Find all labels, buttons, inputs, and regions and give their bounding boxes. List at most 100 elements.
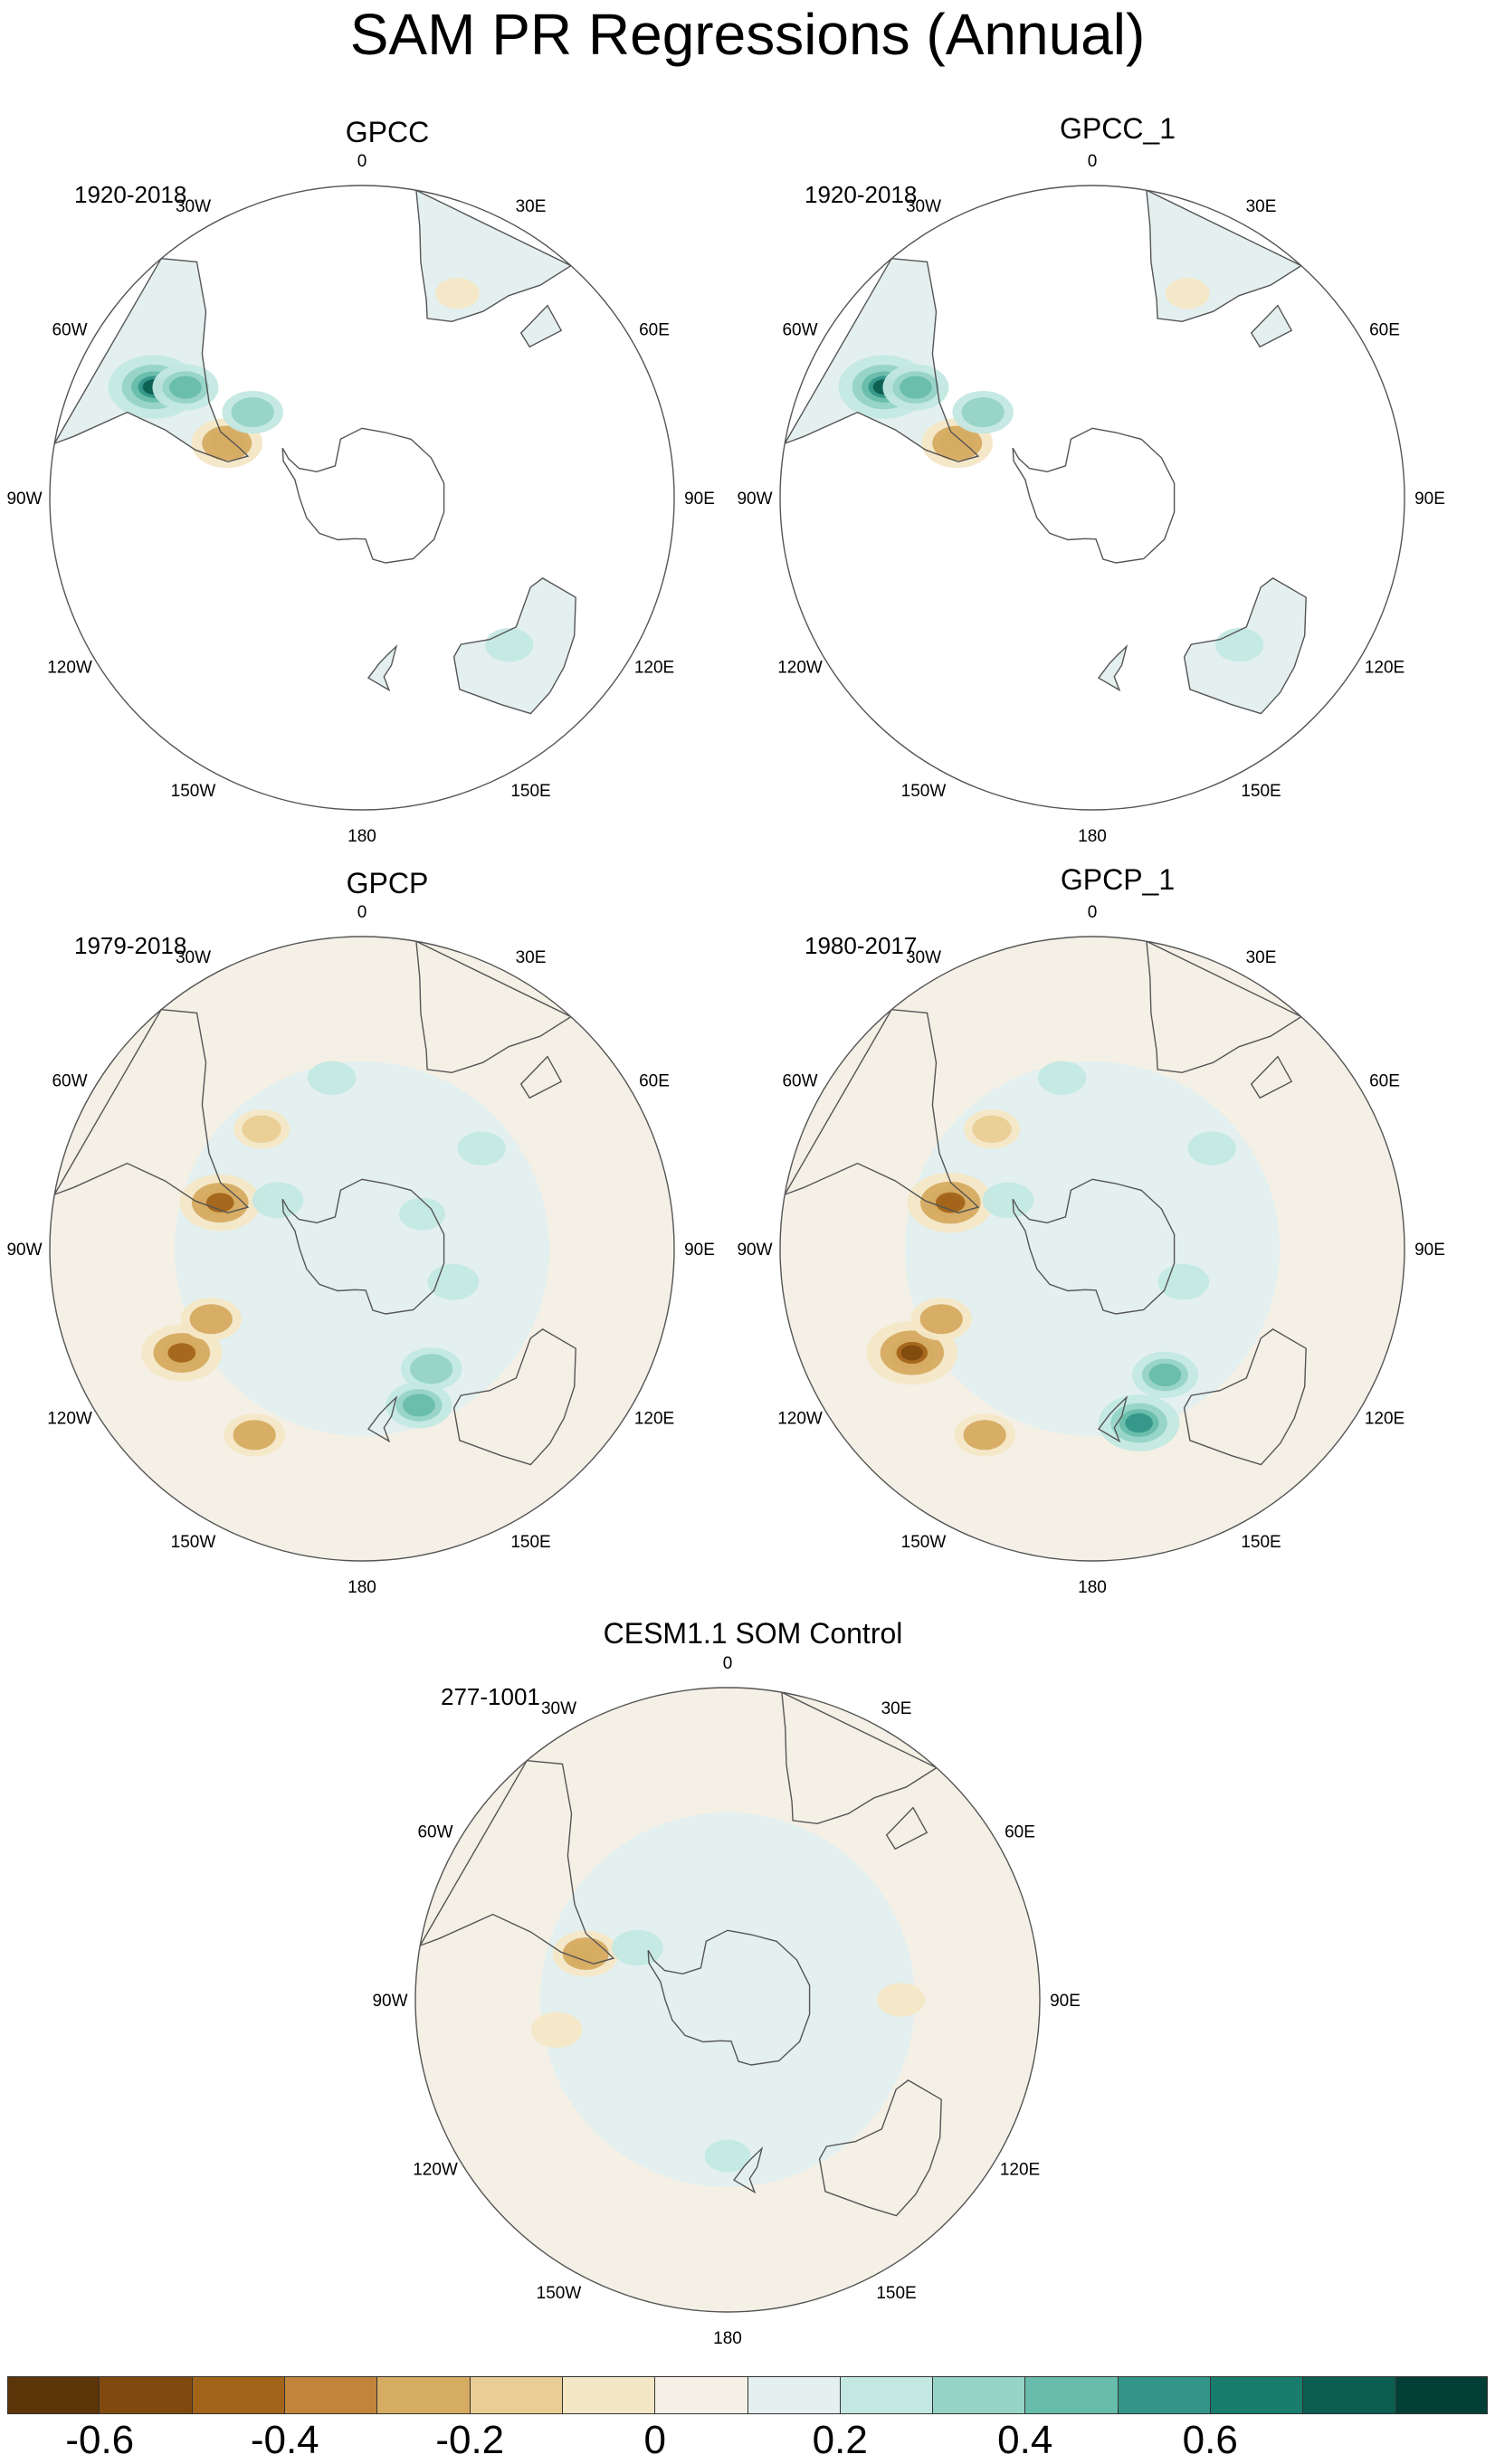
coastline	[1183, 1328, 1307, 1466]
panel-period-gpcc-1: 1920-2018	[805, 181, 918, 208]
longitude-label: 90W	[6, 490, 42, 509]
map-border	[414, 1687, 1041, 2313]
coastline	[367, 644, 398, 692]
longitude-label: 150E	[510, 1533, 550, 1552]
longitude-label: 60W	[417, 1823, 452, 1842]
anomaly-contour	[1215, 628, 1264, 662]
figure-title: SAM PR Regressions (Annual)	[349, 2, 1146, 67]
anomaly-contour	[427, 1263, 480, 1300]
anomaly-contour	[1038, 1061, 1087, 1095]
panel-title-gpcc: GPCC	[345, 116, 430, 148]
panel-period-cesm: 277-1001	[441, 1683, 540, 1710]
anomaly-contour	[1125, 1413, 1153, 1433]
longitude-label: 30W	[176, 197, 211, 216]
longitude-label: 0	[357, 903, 367, 922]
longitude-label: 90E	[684, 1241, 715, 1260]
longitude-label: 180	[1078, 1578, 1107, 1597]
anomaly-contour	[485, 628, 534, 662]
anomaly-contour	[1148, 1363, 1182, 1386]
colorbar-cell	[1395, 2376, 1488, 2414]
longitude-label: 30W	[176, 948, 211, 967]
coastline	[415, 189, 573, 323]
coastline	[52, 257, 250, 463]
colorbar-tick-label: -0.4	[250, 2418, 319, 2462]
anomaly-contour	[167, 1343, 196, 1363]
anomaly-contour	[939, 431, 975, 456]
anomaly-contour	[704, 2139, 751, 2173]
longitude-label: 90E	[1414, 490, 1445, 509]
longitude-label: 0	[1088, 903, 1098, 922]
longitude-label: 0	[357, 152, 367, 171]
anomaly-contour	[233, 1420, 276, 1451]
anomaly-contour	[900, 376, 932, 399]
panel-title-gpcp: GPCP	[346, 867, 429, 899]
coastline	[52, 1008, 250, 1214]
longitude-label: 60W	[782, 321, 817, 340]
longitude-label: 180	[713, 2329, 742, 2348]
longitude-label: 150W	[171, 782, 216, 801]
colorbar-cell	[7, 2376, 100, 2414]
anomaly-contour	[1187, 1131, 1236, 1165]
colorbar-tick-label: -0.6	[65, 2418, 135, 2462]
longitude-label: 90W	[737, 490, 772, 509]
coastline	[647, 1929, 811, 2066]
polar-map-gpcp-1: 0 30E 60E 90E 120E 150E 180 150W 120W 90W 60W 30W	[737, 903, 1445, 1597]
coastline	[1146, 189, 1303, 323]
anomaly-contour	[982, 1182, 1034, 1219]
coastline	[781, 1691, 938, 1825]
colorbar-tick-label: 0.6	[1182, 2418, 1238, 2462]
map-border	[49, 936, 675, 1562]
map-background	[50, 186, 674, 810]
longitude-label: 180	[348, 1578, 376, 1597]
polar-map-gpcc-1: 0 30E 60E 90E 120E 150E 180 150W 120W 90W 60W 30W	[737, 152, 1445, 846]
polar-map-cesm: 0 30E 60E 90E 120E 150E 180 150W 120W 90W 60W 30W	[372, 1654, 1080, 2348]
longitude-label: 90W	[372, 1992, 407, 2011]
colorbar-cell	[100, 2376, 193, 2414]
map-border	[49, 185, 675, 811]
land-fill	[1099, 646, 1127, 690]
coastline	[1012, 1178, 1176, 1315]
panel-period-gpcp: 1979-2018	[74, 932, 187, 959]
colorbar-cell	[840, 2376, 934, 2414]
coastline	[885, 1806, 928, 1850]
coastline	[367, 1395, 398, 1443]
coastline	[1097, 644, 1128, 692]
coastline	[519, 304, 563, 348]
colorbar-cell	[470, 2376, 563, 2414]
colorbar-cell	[284, 2376, 378, 2414]
longitude-label: 150W	[901, 782, 947, 801]
longitude-label: 60W	[52, 321, 87, 340]
coastline	[452, 1328, 576, 1466]
colorbar-frame	[7, 2376, 1488, 2414]
longitude-label: 150W	[171, 1533, 216, 1552]
longitude-label: 30E	[1246, 948, 1277, 967]
anomaly-contour	[939, 1195, 961, 1211]
colorbar-cell	[377, 2376, 471, 2414]
coastline	[519, 1055, 563, 1099]
polar-map-gpcc: 0 30E 60E 90E 120E 150E 180 150W 120W 90W 60W 30W	[6, 152, 714, 846]
anomaly-contour	[972, 1115, 1012, 1144]
colorbar-tick-label: 0	[643, 2418, 666, 2462]
coastline	[281, 427, 445, 564]
colorbar-tick-label: -0.2	[435, 2418, 505, 2462]
longitude-label: 120E	[634, 659, 674, 678]
longitude-label: 60E	[1369, 321, 1400, 340]
coastline	[783, 1008, 980, 1214]
longitude-label: 120W	[413, 2161, 458, 2180]
map-background	[780, 186, 1405, 810]
longitude-label: 90E	[1414, 1241, 1445, 1260]
land-fill	[368, 646, 396, 690]
coastline	[1012, 427, 1176, 564]
colorbar-cell	[1303, 2376, 1396, 2414]
longitude-label: 120W	[777, 659, 823, 678]
colorbar-tick-label: 0.4	[997, 2418, 1053, 2462]
colorbar-cell	[933, 2376, 1026, 2414]
longitude-label: 0	[1088, 152, 1098, 171]
longitude-label: 30E	[1246, 197, 1277, 216]
longitude-label: 60E	[1005, 1823, 1035, 1842]
panel-title-cesm: CESM1.1 SOM Control	[603, 1617, 903, 1650]
anomaly-contour	[209, 431, 244, 456]
anomaly-band	[905, 1061, 1280, 1436]
anomaly-contour	[398, 1197, 445, 1231]
coastline	[281, 1178, 445, 1315]
